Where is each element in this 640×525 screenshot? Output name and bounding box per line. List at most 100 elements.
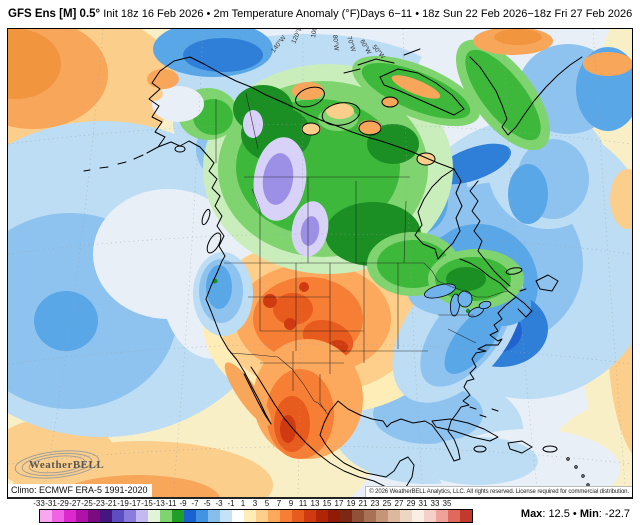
colorbar-cell bbox=[184, 510, 196, 522]
colorbar-cell bbox=[52, 510, 64, 522]
valid-range: Days 6−11 • 18z Sun 22 Feb 2026−18z Fri … bbox=[360, 8, 633, 20]
colorbar-tick-label: 7 bbox=[276, 499, 282, 508]
graticule bbox=[8, 29, 632, 497]
colorbar-tick-label: 1 bbox=[240, 499, 246, 508]
colorbar-tick-label: 13 bbox=[310, 499, 320, 508]
colorbar-tick-label: 35 bbox=[442, 499, 452, 508]
colorbar-cell bbox=[208, 510, 220, 522]
colorbar-tick-label: 5 bbox=[264, 499, 270, 508]
colorbar-cell bbox=[340, 510, 352, 522]
colorbar-tick-label: -9 bbox=[179, 499, 187, 508]
colorbar-tick-label: 27 bbox=[394, 499, 404, 508]
colorbar-cell bbox=[280, 510, 292, 522]
colorbar-tick-label: -29 bbox=[57, 499, 69, 508]
colorbar-tick-label: -11 bbox=[165, 499, 177, 508]
min-colon: : bbox=[598, 508, 605, 520]
lon-label-100w: 100°W bbox=[309, 29, 320, 38]
colorbar-cell bbox=[292, 510, 304, 522]
anomaly-map: 140°W 120°W 100°W 80°W 70°W 60°W 50°W bbox=[8, 29, 632, 497]
colorbar-tick-label: -27 bbox=[69, 499, 81, 508]
page-title: GFS Ens [M] 0.5° Init 18z 16 Feb 2026 • … bbox=[8, 8, 360, 20]
colorbar-tick-label: 21 bbox=[358, 499, 368, 508]
colorbar-tick-label: 17 bbox=[334, 499, 344, 508]
colorbar-tick-label: 33 bbox=[430, 499, 440, 508]
colorbar-cell bbox=[424, 510, 436, 522]
colorbar-cell bbox=[160, 510, 172, 522]
logo-swirl-icon bbox=[14, 450, 100, 479]
init-and-parameter: Init 18z 16 Feb 2026 • 2m Temperature An… bbox=[100, 8, 361, 20]
colorbar-tick-label: 31 bbox=[418, 499, 428, 508]
max-colon: : bbox=[542, 508, 549, 520]
model-name: GFS Ens [M] 0.5° bbox=[8, 8, 101, 20]
colorbar-cell bbox=[436, 510, 448, 522]
lon-label-80w: 80°W bbox=[331, 34, 341, 52]
colorbar-cell bbox=[196, 510, 208, 522]
colorbar-tick-label: 3 bbox=[252, 499, 258, 508]
colorbar-tick-label: 9 bbox=[288, 499, 294, 508]
colorbar-cell bbox=[136, 510, 148, 522]
colorbar-cell bbox=[352, 510, 364, 522]
colorbar-tick-label: -13 bbox=[153, 499, 165, 508]
colorbar-cell bbox=[316, 510, 328, 522]
colorbar-cell bbox=[100, 510, 112, 522]
stats-separator: • bbox=[572, 508, 577, 520]
header: GFS Ens [M] 0.5° Init 18z 16 Feb 2026 • … bbox=[0, 0, 640, 28]
colorbar-cell bbox=[88, 510, 100, 522]
state-borders bbox=[215, 92, 509, 416]
max-min-stats: Max: 12.5 • Min: -22.7 bbox=[521, 508, 630, 520]
colorbar-tick-label: -5 bbox=[203, 499, 211, 508]
colorbar-cell bbox=[232, 510, 244, 522]
colorbar-cell bbox=[268, 510, 280, 522]
colorbar-cell bbox=[112, 510, 124, 522]
legend: -33 -31 -29 -27 -25 -23 -21 -19 -17 -15 -13 -11 -9 -7… bbox=[0, 499, 640, 525]
colorbar-tick-label: -25 bbox=[81, 499, 93, 508]
weatherbell-logo: WeatherBELL bbox=[14, 450, 104, 479]
colorbar-cell bbox=[400, 510, 412, 522]
colorbar-tick-label: 19 bbox=[346, 499, 356, 508]
colorbar-tick-label: -21 bbox=[105, 499, 117, 508]
colorbar-cell bbox=[172, 510, 184, 522]
colorbar-tick-label: 11 bbox=[298, 499, 308, 508]
colorbar-tick-label: 23 bbox=[370, 499, 380, 508]
colorbar-ticks: -33 -31 -29 -27 -25 -23 -21 -19 -17 -15 -13 -11 -9 -7… bbox=[0, 499, 640, 509]
colorbar-tick-label: -15 bbox=[141, 499, 153, 508]
colorbar-tick-label: -19 bbox=[117, 499, 129, 508]
colorbar-tick-label: -7 bbox=[191, 499, 199, 508]
colorbar-cell bbox=[76, 510, 88, 522]
max-value: 12.5 bbox=[548, 508, 570, 520]
extreme-cold-purple-patches bbox=[243, 110, 329, 257]
colorbar-tick-label: -31 bbox=[45, 499, 57, 508]
colorbar-cell bbox=[40, 510, 52, 522]
norcal-cool-pocket bbox=[193, 252, 253, 336]
min-value: -22.7 bbox=[604, 508, 630, 520]
colorbar-cell bbox=[412, 510, 424, 522]
coastlines bbox=[83, 48, 590, 497]
great-lakes bbox=[424, 283, 492, 318]
max-label: Max bbox=[520, 508, 543, 520]
colorbar-cell bbox=[148, 510, 160, 522]
colorbar-cell bbox=[328, 510, 340, 522]
colorbar-cell bbox=[244, 510, 256, 522]
colorbar-tick-label: 25 bbox=[382, 499, 392, 508]
colorbar-cell bbox=[376, 510, 388, 522]
colorbar-tick-label: -17 bbox=[129, 499, 141, 508]
copyright-notice: © 2026 WeatherBELL Analytics, LLC. All r… bbox=[365, 486, 632, 497]
colorbar-cell bbox=[448, 510, 460, 522]
logo-text: WeatherBELL bbox=[29, 459, 104, 471]
colorbar-cells bbox=[39, 509, 473, 523]
colorbar-cell bbox=[124, 510, 136, 522]
colorbar-cell bbox=[64, 510, 76, 522]
min-label: Min bbox=[579, 508, 599, 520]
colorbar-tick-label: 15 bbox=[322, 499, 332, 508]
climo-label: Climo: ECMWF ERA-5 1991-2020 bbox=[8, 484, 152, 497]
colorbar-tick-label: -33 bbox=[33, 499, 45, 508]
map-frame: 140°W 120°W 100°W 80°W 70°W 60°W 50°W We… bbox=[7, 28, 633, 499]
colorbar-tick-label: -1 bbox=[227, 499, 235, 508]
colorbar-tick-label: 29 bbox=[406, 499, 416, 508]
colorbar-cell bbox=[364, 510, 376, 522]
colorbar-cell bbox=[304, 510, 316, 522]
colorbar-tick-label: -3 bbox=[215, 499, 223, 508]
colorbar-cell bbox=[460, 510, 472, 522]
colorbar-cell bbox=[256, 510, 268, 522]
